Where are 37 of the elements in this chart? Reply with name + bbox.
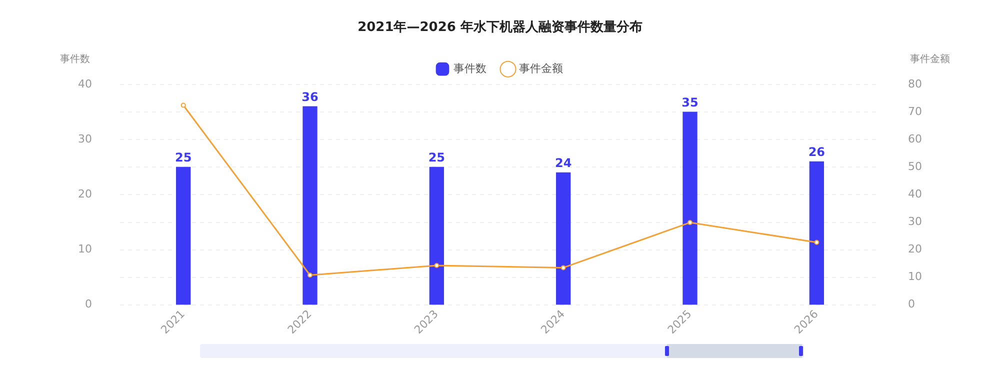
point [560, 265, 566, 270]
bar [302, 106, 318, 305]
y2-tick-label: 10 [908, 270, 922, 284]
y2-tick-label: 30 [908, 215, 922, 228]
y2-tick-label: 60 [908, 132, 922, 146]
y2-tick-label: 50 [908, 160, 922, 174]
data-label: 26 [808, 144, 826, 159]
legend-label: 事件金额 [519, 62, 563, 75]
y2-tick-label: 0 [908, 298, 916, 311]
data-label: 36 [302, 90, 318, 104]
y2-tick-label: 40 [908, 188, 922, 201]
y2-tick-label: 20 [908, 242, 922, 256]
y2-axis-title: 事件金额 [910, 53, 950, 66]
data-label: 24 [554, 156, 572, 170]
bar [176, 166, 191, 305]
data-label: 35 [682, 95, 698, 110]
point [434, 263, 440, 268]
y2-tick-label: 80 [908, 77, 922, 90]
bar [809, 161, 824, 305]
y2-tick-label: 70 [908, 104, 922, 118]
point [688, 220, 692, 226]
bar [429, 166, 444, 305]
y-tick-label: 40 [78, 77, 92, 90]
data-label: 25 [174, 150, 192, 164]
y-tick-label: 30 [78, 132, 92, 146]
point [814, 240, 820, 245]
y-tick-label: 10 [78, 242, 92, 256]
legend-label: 事件数 [454, 62, 486, 75]
y-axis-title: 事件数 [60, 53, 90, 66]
point [180, 102, 186, 108]
bar [682, 112, 698, 305]
y-tick-label: 20 [78, 188, 92, 201]
point [308, 272, 312, 278]
data-label: 25 [428, 150, 446, 164]
y-tick-label: 0 [84, 298, 92, 311]
bar [556, 172, 571, 305]
chart-title: 2021年—2026 年水下机器人融资事件数量分布 [358, 20, 642, 36]
